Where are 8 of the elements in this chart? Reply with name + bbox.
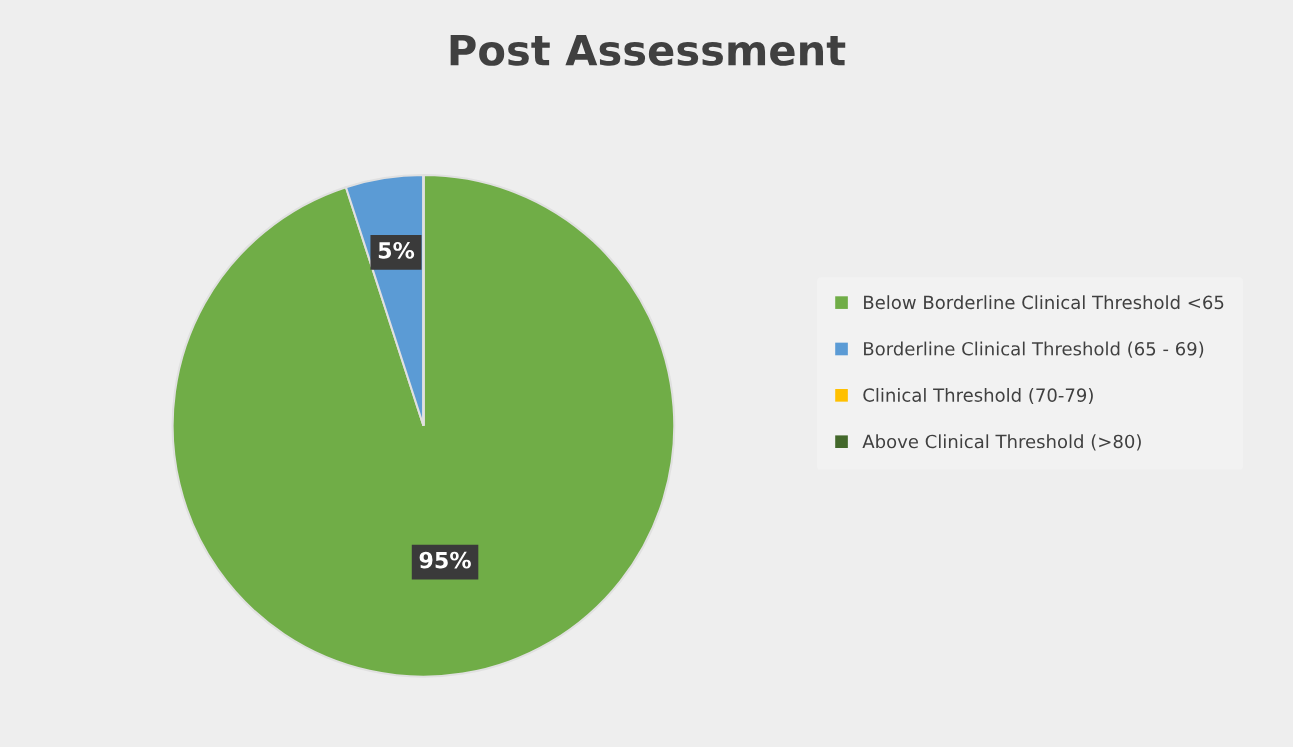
legend-label: Borderline Clinical Threshold (65 - 69) <box>864 341 1204 358</box>
chart-title: Post Assessment <box>450 34 846 66</box>
data-label: 95% <box>419 551 471 569</box>
legend-label: Below Borderline Clinical Threshold <65 <box>864 295 1224 310</box>
pie-slice <box>171 173 676 678</box>
data-label: 5% <box>378 242 415 259</box>
legend-label: Clinical Threshold (70-79) <box>863 387 1093 405</box>
legend-label: Above Clinical Threshold (>80) <box>862 434 1141 451</box>
